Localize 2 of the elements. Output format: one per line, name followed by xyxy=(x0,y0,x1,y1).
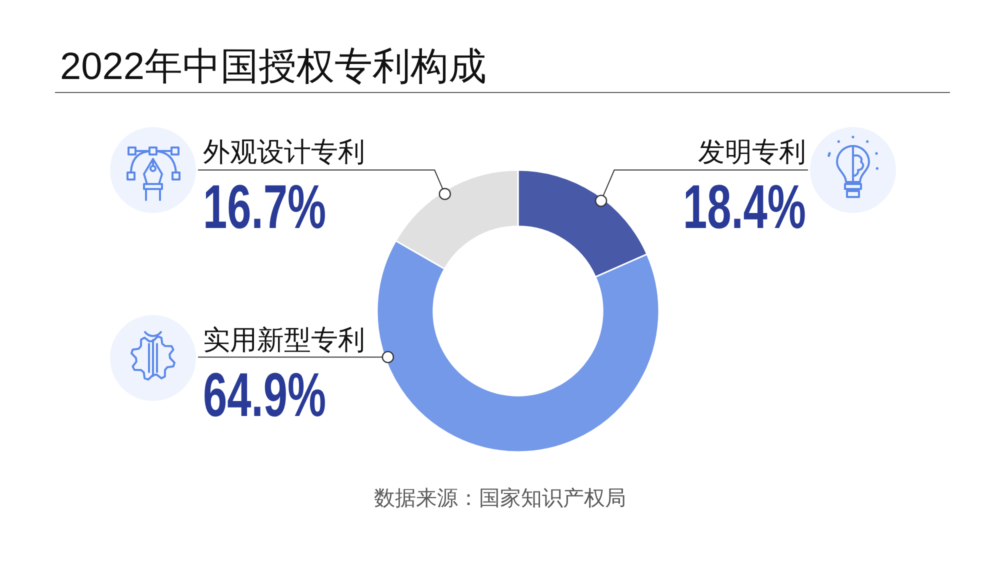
title: 2022年中国授权专利构成 xyxy=(60,46,487,88)
annotation: 数据来源：国家知识产权局 xyxy=(374,487,626,510)
